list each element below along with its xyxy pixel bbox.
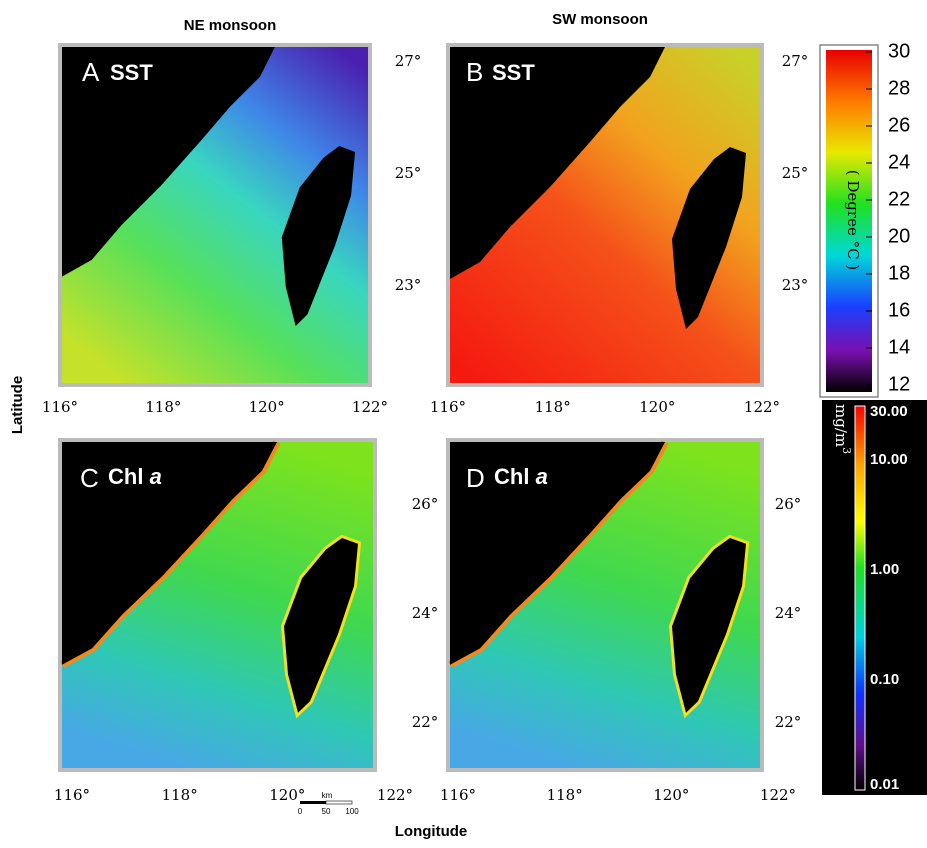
- colorbar-tick-label: 12: [888, 373, 910, 395]
- colorbar-tick-label: 1.00: [870, 561, 899, 578]
- scale-unit: km: [322, 791, 333, 800]
- colorbar-label: ( Degree °C ): [844, 170, 862, 270]
- longitude-tick-label: 120°: [249, 398, 285, 416]
- longitude-tick-label: 118°: [145, 398, 181, 416]
- colorbar-tick-label: 18: [888, 262, 910, 284]
- longitude-tick-label: 116°: [440, 786, 476, 804]
- latitude-tick-label: 24°: [412, 604, 439, 622]
- latitude-tick-label: 26°: [775, 495, 802, 513]
- longitude-tick-label: 122°: [760, 786, 796, 804]
- panel-variable: Chl a: [494, 464, 548, 489]
- scale-tick-label: 50: [322, 807, 331, 816]
- colorbar-unit: mg/m3: [832, 404, 853, 454]
- colorbar-tick-label: 30.00: [870, 403, 908, 420]
- scale-tick-label: 0: [298, 807, 303, 816]
- map-panel: B SST: [446, 43, 764, 387]
- longitude-tick-label: 116°: [54, 786, 90, 804]
- panel-letter: B: [466, 57, 483, 87]
- latitude-tick-label: 25°: [782, 164, 809, 182]
- longitude-tick-label: 118°: [162, 786, 198, 804]
- colorbar: [826, 50, 872, 392]
- colorbar-frame: [822, 400, 927, 795]
- colorbar-tick-label: 30: [888, 40, 910, 62]
- colorbar-tick-label: 14: [888, 336, 910, 358]
- colorbar-tick-label: 0.01: [870, 776, 899, 793]
- colorbar-tick-label: 22: [888, 188, 910, 210]
- colorbar-tick-label: 24: [888, 151, 910, 173]
- longitude-tick-label: 122°: [744, 398, 780, 416]
- longitude-tick-label: 116°: [430, 398, 466, 416]
- latitude-tick-label: 23°: [782, 276, 809, 294]
- colorbar-tick-label: 0.10: [870, 671, 899, 688]
- latitude-tick-label: 22°: [412, 713, 439, 731]
- panel-letter: D: [466, 463, 485, 493]
- map-panel: C Chl a: [58, 438, 377, 772]
- colorbar: [854, 405, 866, 791]
- colorbar-tick-label: 26: [888, 114, 910, 136]
- latitude-tick-label: 27°: [395, 52, 422, 70]
- colorbar-tick-label: 10.00: [870, 451, 908, 468]
- latitude-tick-label: 23°: [395, 276, 422, 294]
- scale-bar: km: [300, 791, 353, 805]
- panel-letter: A: [82, 57, 100, 87]
- x-axis-label: Longitude: [395, 823, 467, 840]
- column-title: NE monsoon: [184, 17, 277, 34]
- map-panel: A SST: [58, 43, 372, 387]
- colorbar-tick-label: 20: [888, 225, 910, 247]
- latitude-tick-label: 25°: [395, 164, 422, 182]
- y-axis-label: Latitude: [9, 376, 26, 434]
- longitude-tick-label: 120°: [639, 398, 675, 416]
- longitude-tick-label: 120°: [269, 786, 305, 804]
- longitude-tick-label: 118°: [547, 786, 583, 804]
- longitude-tick-label: 120°: [653, 786, 689, 804]
- latitude-tick-label: 27°: [782, 52, 809, 70]
- latitude-tick-label: 22°: [775, 713, 802, 731]
- panel-variable: SST: [110, 60, 153, 85]
- colorbar-tick-label: 28: [888, 77, 910, 99]
- column-title: SW monsoon: [552, 11, 648, 28]
- scale-tick-label: 100: [345, 807, 359, 816]
- latitude-tick-label: 26°: [412, 495, 439, 513]
- panel-variable: Chl a: [108, 464, 162, 489]
- panel-letter: C: [80, 463, 99, 493]
- longitude-tick-label: 122°: [352, 398, 388, 416]
- colorbar-tick-label: 16: [888, 299, 910, 321]
- longitude-tick-label: 118°: [535, 398, 571, 416]
- longitude-tick-label: 116°: [42, 398, 78, 416]
- latitude-tick-label: 24°: [775, 604, 802, 622]
- panel-variable: SST: [492, 60, 535, 85]
- longitude-tick-label: 122°: [377, 786, 413, 804]
- map-panel: D Chl a: [446, 438, 764, 772]
